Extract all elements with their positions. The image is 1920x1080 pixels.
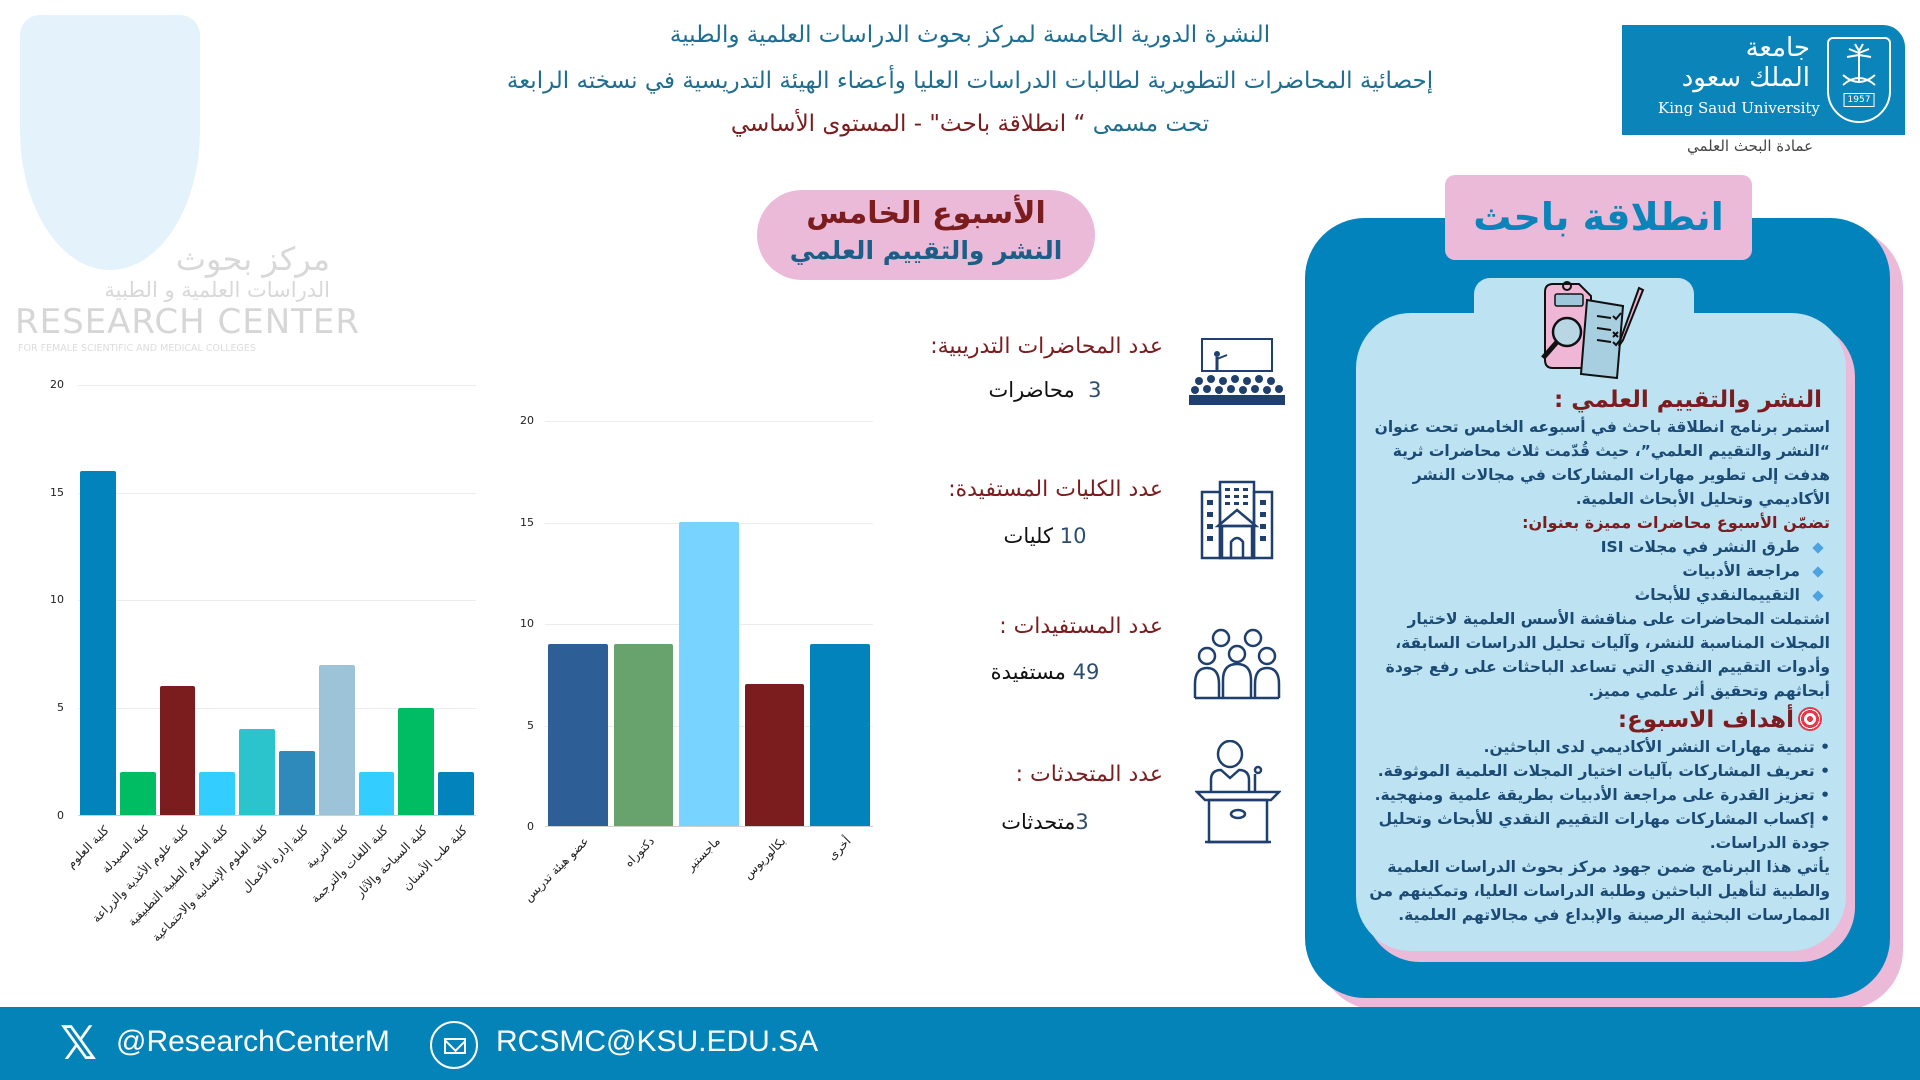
lecture-item: طرق النشر في مجلات ISI bbox=[1362, 535, 1830, 559]
bar bbox=[279, 750, 315, 815]
stat-label-lectures: عدد المحاضرات التدريبية: bbox=[930, 334, 1163, 359]
diamond-bullet-icon bbox=[1812, 590, 1824, 602]
diamond-bullet-icon bbox=[1812, 542, 1824, 554]
y-tick: 15 bbox=[520, 516, 534, 529]
goal-item: • تعريف المشاركات بآليات اختيار المجلات … bbox=[1377, 762, 1830, 780]
x-axis-label: عضو هيئة تدريس bbox=[521, 834, 592, 905]
gridline bbox=[78, 385, 476, 386]
target-icon bbox=[1798, 707, 1822, 731]
bar bbox=[318, 664, 355, 815]
y-tick: 10 bbox=[520, 617, 534, 630]
week-title-pill: الأسبوع الخامس النشر والتقييم العلمي bbox=[757, 190, 1095, 280]
goal-item: • تعزيز القدرة على مراجعة الأدبيات بطريق… bbox=[1374, 786, 1830, 804]
stat-label-beneficiaries: عدد المستفيدات : bbox=[999, 614, 1163, 639]
diamond-bullet-icon bbox=[1812, 566, 1824, 578]
bar bbox=[199, 772, 236, 815]
y-tick: 0 bbox=[527, 820, 534, 833]
y-tick: 10 bbox=[50, 593, 64, 606]
goal-item: • إكساب المشاركات مهارات التقييم النقدي … bbox=[1378, 810, 1830, 852]
watermark-arabic-title: مركز بحوث bbox=[175, 240, 330, 278]
week-title: الأسبوع الخامس bbox=[806, 196, 1046, 231]
bar bbox=[438, 772, 474, 815]
watermark-english-title: RESEARCH CENTER bbox=[15, 302, 361, 342]
closing-paragraph: يأتي هذا البرنامج ضمن جهود مركز بحوث الد… bbox=[1369, 858, 1830, 924]
bar bbox=[159, 686, 196, 815]
section-title: النشر والتقييم العلمي : bbox=[1554, 387, 1822, 413]
week-subtitle: النشر والتقييم العلمي bbox=[789, 236, 1063, 265]
x-handle-link[interactable]: @ResearchCenterM bbox=[116, 1025, 390, 1058]
bar bbox=[239, 729, 275, 815]
ksu-logo-english: King Saud University bbox=[1658, 99, 1820, 117]
program-title: انطلاقة باحث bbox=[1473, 195, 1724, 239]
bar bbox=[80, 471, 116, 815]
gridline bbox=[78, 493, 476, 494]
watermark-arabic-subtitle: الدراسات العلمية و الطبية bbox=[104, 278, 330, 302]
panel-text: النشر والتقييم العلمي : استمر برنامج انط… bbox=[1362, 385, 1830, 927]
bar bbox=[679, 522, 739, 826]
palm-swords-emblem-icon: 1957 bbox=[1827, 37, 1891, 123]
x-axis-label: دكتوراه bbox=[621, 834, 658, 870]
document-review-icon bbox=[1541, 281, 1645, 380]
header-line-3-main: “ انطلاقة باحث" - المستوى الأساسي bbox=[730, 111, 1086, 137]
details-paragraph: اشتملت المحاضرات على مناقشة الأسس العلمي… bbox=[1385, 610, 1830, 700]
degrees-bar-chart: 20 15 10 5 0 عضو هيئة تدريس دكتوراه ماجستي… bbox=[510, 410, 890, 930]
y-tick: 5 bbox=[527, 719, 534, 732]
degrees-plot-area: عضو هيئة تدريس دكتوراه ماجستير بكالوريوس أخر… bbox=[521, 421, 873, 904]
y-tick: 0 bbox=[57, 809, 64, 822]
bar bbox=[810, 643, 870, 826]
colleges-bar-chart: 20 15 10 5 0 كلية العلوم كلية الصيدلة كلية… bbox=[40, 375, 490, 975]
mail-icon[interactable] bbox=[430, 1021, 478, 1069]
watermark-english-subtitle: FOR FEMALE SCIENTIFIC AND MEDICAL COLLEG… bbox=[18, 343, 256, 354]
bar bbox=[398, 707, 435, 815]
stat-value-colleges: 10 كليات bbox=[1003, 524, 1087, 548]
panel-content-card bbox=[1356, 313, 1846, 951]
college-building-icon bbox=[1200, 480, 1274, 560]
lecture-hall-icon bbox=[1189, 338, 1285, 405]
email-link[interactable]: RCSMC@KSU.EDU.SA bbox=[496, 1025, 819, 1058]
bar bbox=[744, 684, 805, 826]
gridline bbox=[78, 708, 476, 709]
stat-label-colleges: عدد الكليات المستفيدة: bbox=[948, 477, 1163, 502]
y-tick: 5 bbox=[57, 701, 64, 714]
header-line-1: النشرة الدورية الخامسة لمركز بحوث الدراس… bbox=[669, 22, 1271, 48]
header-line-3-prefix: تحت مسمى bbox=[1092, 111, 1210, 137]
bar bbox=[548, 643, 608, 826]
x-axis-label: كلية السياحة والآثار bbox=[353, 823, 431, 901]
stat-value-lectures: 3 محاضرات bbox=[988, 378, 1102, 402]
x-axis-label: أخرى bbox=[825, 834, 855, 863]
footer-bar: 𝕏 @ResearchCenterM RCSMC@KSU.EDU.SA bbox=[0, 1007, 1920, 1080]
goal-item: • تنمية مهارات النشر الأكاديمي لدى الباح… bbox=[1483, 738, 1830, 756]
ksu-logo-caption: عمادة البحث العلمي bbox=[1686, 137, 1814, 155]
lecture-item: مراجعة الأدبيات bbox=[1362, 559, 1830, 583]
x-axis-label: ماجستير bbox=[683, 834, 723, 874]
stat-label-speakers: عدد المتحدثات : bbox=[1015, 762, 1163, 787]
bar bbox=[119, 772, 156, 815]
watermark-shield-logo bbox=[20, 15, 200, 270]
header-line-3: تحت مسمى “ انطلاقة باحث" - المستوى الأسا… bbox=[380, 111, 1560, 137]
header-line-2: إحصائية المحاضرات التطويرية لطالبات الدر… bbox=[506, 68, 1434, 94]
x-axis-label: بكالوريوس bbox=[740, 834, 789, 882]
y-tick: 20 bbox=[520, 414, 534, 427]
lectures-heading: تضمّن الأسبوع محاضرات مميزة بعنوان: bbox=[1522, 513, 1830, 532]
colleges-plot-area: كلية العلوم كلية الصيدلة كلية علوم الأغذية… bbox=[64, 385, 476, 944]
ksu-logo: جامعة الملك سعود King Saud University 19… bbox=[1622, 25, 1905, 135]
bar bbox=[613, 643, 674, 826]
ksu-logo-arabic-2: الملك سعود bbox=[1681, 63, 1810, 93]
y-tick: 15 bbox=[50, 486, 64, 499]
ksu-logo-arabic-1: جامعة bbox=[1745, 33, 1810, 63]
lecture-item: التقييمالنقدي للأبحاث bbox=[1362, 583, 1830, 607]
program-title-tab: انطلاقة باحث bbox=[1445, 175, 1752, 260]
x-twitter-icon[interactable]: 𝕏 bbox=[60, 1016, 98, 1070]
bar bbox=[358, 772, 395, 815]
group-people-icon bbox=[1193, 628, 1281, 700]
goals-heading: أهداف الاسبوع: bbox=[1362, 705, 1830, 735]
speaker-podium-icon bbox=[1195, 740, 1281, 844]
stat-value-beneficiaries: 49 مستفيدة bbox=[990, 660, 1100, 684]
gridline bbox=[78, 600, 476, 601]
y-tick: 20 bbox=[50, 378, 64, 391]
gridline bbox=[545, 421, 873, 422]
ksu-year: 1957 bbox=[1843, 93, 1875, 107]
stat-value-speakers: 3متحدثات bbox=[1001, 810, 1089, 834]
intro-paragraph: استمر برنامج انطلاقة باحث في أسبوعه الخا… bbox=[1374, 418, 1830, 508]
